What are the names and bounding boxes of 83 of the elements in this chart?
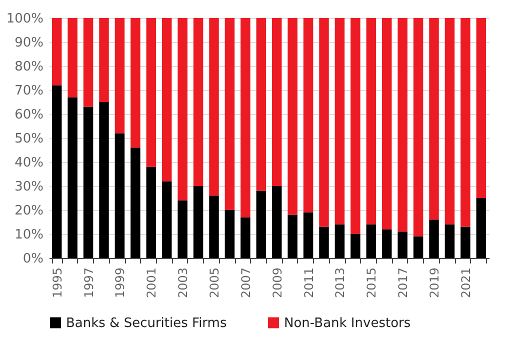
- bar: [413, 18, 424, 236]
- bar: [460, 18, 470, 227]
- bar: [146, 18, 156, 167]
- bar: [444, 224, 455, 258]
- bar: [224, 210, 235, 258]
- bar: [99, 102, 109, 258]
- bar: [429, 18, 439, 220]
- bar: [83, 18, 94, 107]
- y-tick-label: 20%: [14, 204, 44, 218]
- bar: [146, 166, 156, 258]
- bar: [476, 198, 486, 258]
- bar: [366, 224, 376, 258]
- bar: [162, 181, 172, 258]
- x-tick-label: 2013: [333, 268, 348, 298]
- bar: [398, 232, 408, 258]
- y-tick-label: 40%: [14, 156, 44, 170]
- bar: [460, 226, 470, 258]
- x-tick-label: 2005: [208, 268, 222, 298]
- bar: [334, 224, 345, 258]
- x-tick-label: 2003: [176, 268, 190, 298]
- bar: [193, 186, 204, 258]
- bar: [162, 18, 172, 182]
- x-tick-label: 1995: [50, 268, 64, 298]
- bar: [178, 18, 188, 200]
- bar: [68, 18, 78, 98]
- bar: [382, 229, 392, 258]
- y-tick-label: 100%: [6, 12, 44, 26]
- bar: [303, 212, 314, 258]
- bar: [272, 186, 282, 258]
- legend-label: Banks & Securities Firms: [66, 316, 227, 331]
- x-tick-label: 2015: [364, 268, 379, 298]
- y-tick-label: 30%: [14, 180, 44, 194]
- x-tick-label: 2001: [144, 268, 159, 298]
- x-tick-label: 2007: [238, 268, 253, 298]
- bar: [319, 226, 329, 258]
- x-tick-label: 2021: [458, 268, 473, 298]
- bar: [413, 236, 424, 258]
- bar: [114, 133, 125, 258]
- y-tick-label: 70%: [14, 84, 44, 98]
- bar: [130, 18, 140, 148]
- bar: [114, 18, 125, 134]
- bar: [350, 234, 360, 258]
- x-tick-label: 1997: [82, 268, 96, 298]
- bar: [240, 217, 250, 258]
- bar: [178, 200, 188, 258]
- bar: [334, 18, 345, 224]
- bar: [444, 18, 455, 224]
- bar: [256, 18, 266, 191]
- bar: [83, 106, 94, 258]
- bar: [209, 196, 219, 258]
- bar: [272, 18, 282, 186]
- bar: [288, 214, 298, 258]
- bar: [52, 18, 62, 86]
- x-tick-label: 2017: [396, 268, 410, 298]
- x-tick-label: 1999: [113, 268, 128, 298]
- y-tick-label: 90%: [14, 36, 44, 50]
- bar: [209, 18, 219, 196]
- x-tick-label: 2019: [428, 268, 442, 298]
- x-tick-label: 2009: [270, 268, 284, 298]
- bar: [193, 18, 204, 186]
- bar: [319, 18, 329, 227]
- bar: [476, 18, 486, 198]
- y-tick-label: 50%: [14, 132, 44, 146]
- y-tick-label: 60%: [14, 108, 44, 122]
- bar: [429, 220, 439, 258]
- x-tick-label: 2011: [302, 268, 316, 298]
- y-tick-label: 80%: [14, 60, 44, 74]
- bar: [366, 18, 376, 224]
- legend-label: Non-Bank Investors: [284, 316, 411, 331]
- y-tick-label: 0%: [22, 252, 44, 266]
- bar: [350, 18, 360, 234]
- bar: [256, 190, 266, 258]
- bar: [130, 148, 140, 258]
- bar: [68, 97, 78, 258]
- bar: [303, 18, 314, 212]
- y-tick-label: 10%: [14, 228, 44, 242]
- bar: [240, 18, 250, 218]
- bar: [398, 18, 408, 232]
- bar: [288, 18, 298, 215]
- bar: [99, 18, 109, 102]
- bar: [52, 85, 62, 258]
- bar: [382, 18, 392, 230]
- bar: [224, 18, 235, 210]
